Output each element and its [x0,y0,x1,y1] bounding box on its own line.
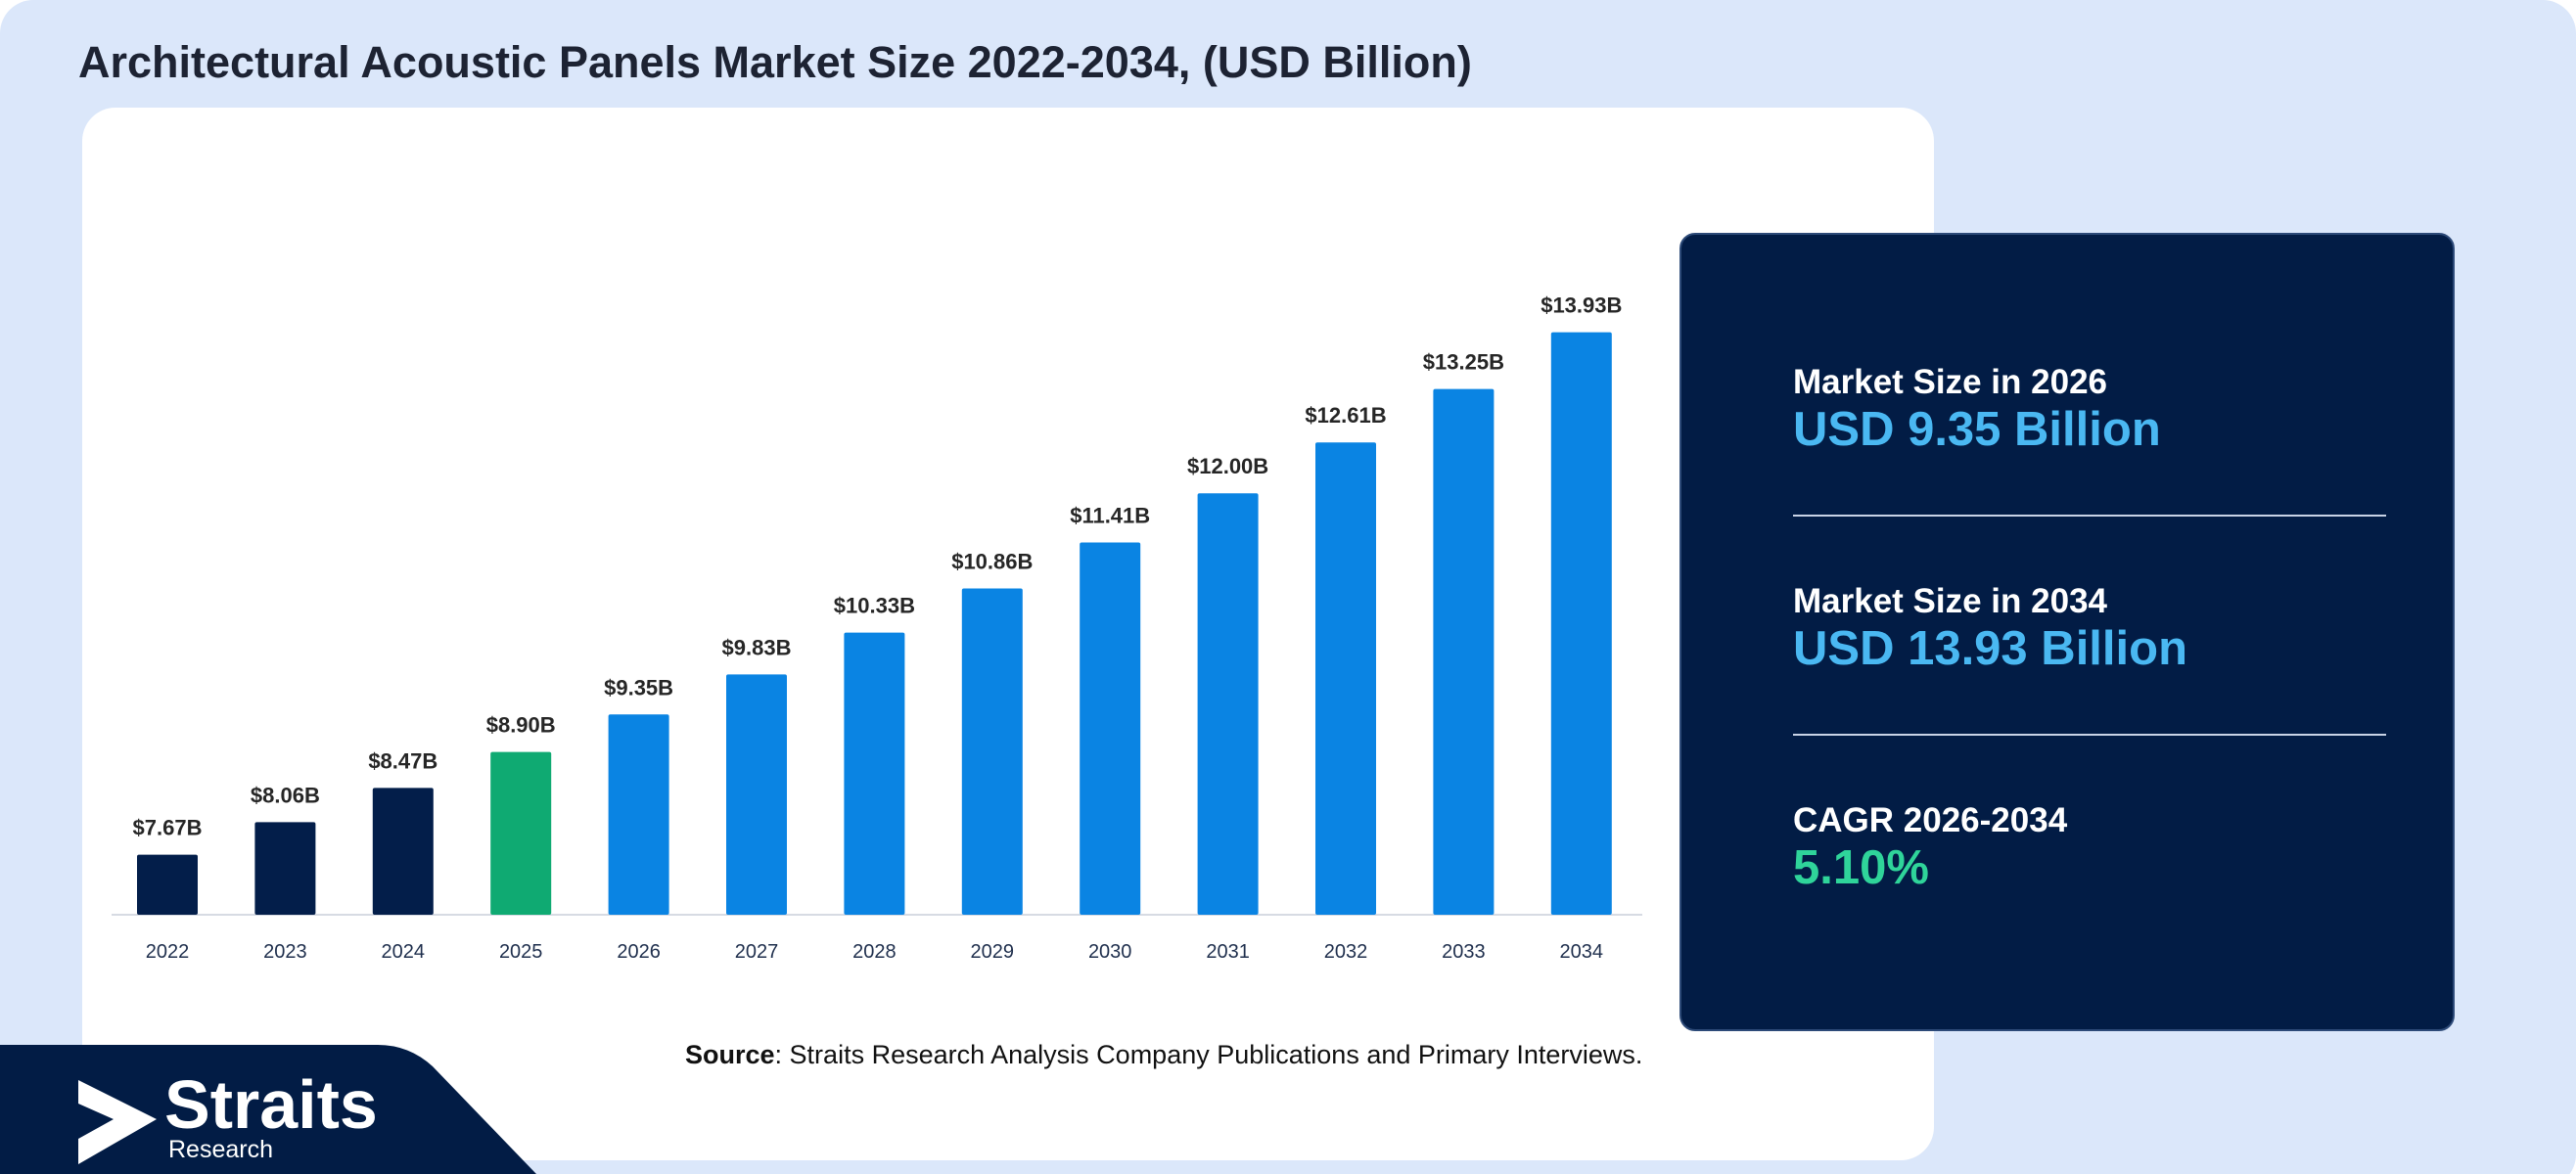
bar-2034 [1550,332,1612,916]
bar-2023 [254,822,316,915]
source-note: Source: Straits Research Analysis Compan… [685,1038,1642,1071]
x-tick-2028: 2028 [852,941,897,963]
x-tick-2024: 2024 [382,941,426,963]
cagr-value: 5.10% [1793,841,1929,894]
logo-corner-shape [0,1045,536,1174]
logo-arrow-icon [78,1080,157,1164]
bar-2027 [726,674,787,915]
market-2034-label: Market Size in 2034 [1793,582,2107,620]
bar-2029 [961,588,1023,915]
x-tick-2022: 2022 [146,941,190,963]
source-text: : Straits Research Analysis Company Publ… [774,1040,1643,1069]
data-label-2034: $13.93B [1541,294,1622,318]
bar-2033 [1433,388,1495,915]
data-label-2030: $11.41B [1070,504,1150,528]
x-tick-2027: 2027 [735,941,779,963]
bar-2030 [1080,542,1141,915]
page-title: Architectural Acoustic Panels Market Siz… [78,37,1472,87]
x-tick-2029: 2029 [971,941,1015,963]
bar-2024 [372,788,434,915]
cagr-label: CAGR 2026-2034 [1793,801,2068,839]
stats-divider [1793,734,2386,736]
x-tick-2032: 2032 [1324,941,1368,963]
market-2026-value: USD 9.35 Billion [1793,403,2161,456]
bar-2031 [1197,493,1259,915]
stats-divider [1793,515,2386,517]
data-label-2023: $8.06B [251,783,320,807]
x-tick-2031: 2031 [1206,941,1250,963]
bar-2026 [608,714,669,915]
data-label-2029: $10.86B [951,549,1033,573]
bar-2022 [137,854,198,915]
logo-wordmark: Straits [164,1066,378,1143]
x-tick-2033: 2033 [1442,941,1486,963]
data-label-2022: $7.67B [133,816,203,840]
data-label-2025: $8.90B [486,713,556,738]
x-tick-2026: 2026 [617,941,661,963]
bars-layer: $7.67B 2022 $8.06B 2023 $8.47B 2024 $8.90B 2025… [112,294,1642,963]
bar-2028 [844,632,905,915]
market-2034-value: USD 13.93 Billion [1793,622,2188,675]
data-label-2032: $12.61B [1305,403,1386,428]
logo-subtitle: Research [168,1136,273,1163]
x-tick-2034: 2034 [1560,941,1604,963]
x-tick-2030: 2030 [1088,941,1132,963]
data-label-2027: $9.83B [722,635,792,659]
data-label-2033: $13.25B [1423,350,1504,375]
data-label-2028: $10.33B [834,594,915,618]
bar-2032 [1315,442,1376,915]
brand-logo: Straits Research [0,0,607,1174]
source-label: Source [685,1040,775,1069]
market-2026-label: Market Size in 2026 [1793,363,2107,401]
data-label-2026: $9.35B [604,675,673,700]
stats-panel: Market Size in 2026 USD 9.35 Billion Mar… [1679,233,2455,1031]
bar-2025 [490,751,552,915]
data-label-2024: $8.47B [368,748,437,773]
data-label-2031: $12.00B [1187,454,1268,478]
x-tick-2025: 2025 [499,941,543,963]
x-tick-2023: 2023 [263,941,307,963]
